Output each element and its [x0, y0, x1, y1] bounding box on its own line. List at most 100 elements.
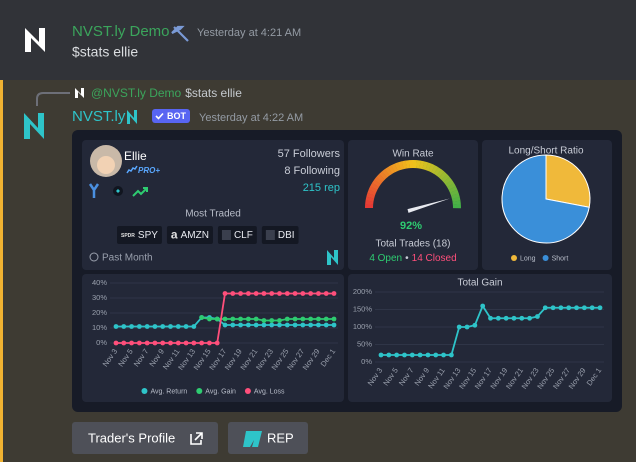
gauge-needle — [407, 198, 450, 213]
reply: @NVST.ly Demo $stats ellie — [91, 86, 242, 100]
logo — [25, 28, 45, 52]
gauge-arc — [448, 186, 458, 193]
series-point — [230, 322, 236, 328]
series-point — [261, 318, 267, 323]
gauge-arc — [441, 174, 450, 183]
series-point — [323, 291, 329, 296]
series-point — [160, 324, 166, 329]
series-point — [214, 340, 220, 346]
y-tick-label: 10% — [92, 323, 107, 332]
gauge-arc — [379, 171, 388, 180]
gauge-arc — [365, 196, 375, 202]
series-point — [316, 291, 321, 296]
series-point — [535, 314, 540, 319]
series-point — [331, 291, 337, 296]
total-trades: Total Trades (18) — [375, 239, 450, 250]
button-label[interactable]: Trader's Profile — [88, 430, 175, 445]
check — [155, 112, 164, 120]
series-point — [542, 305, 548, 311]
message-text: $stats ellie — [72, 44, 138, 60]
series-point — [261, 291, 267, 296]
series-point — [511, 315, 517, 321]
rep-icon — [243, 431, 262, 447]
reply-connector — [36, 92, 70, 106]
series-point — [417, 352, 423, 358]
ticker-symbol: CLF — [234, 230, 253, 241]
rep: 215 rep — [303, 182, 340, 194]
chart-title: Total Gain — [457, 278, 502, 289]
series-point — [222, 322, 228, 328]
series-point — [191, 340, 197, 346]
series-point — [308, 322, 314, 328]
gauge-arc — [366, 192, 376, 199]
series-point — [589, 305, 595, 311]
series-point — [527, 315, 533, 321]
series-point — [129, 340, 134, 346]
series-point — [168, 324, 173, 329]
series-point — [581, 305, 587, 311]
series-point — [113, 324, 119, 329]
legend-label: Avg. Return — [150, 388, 187, 395]
trend-icon — [132, 187, 148, 197]
gauge-arc — [451, 193, 460, 199]
series-point — [394, 352, 400, 358]
series-point — [277, 318, 282, 323]
y-tick-label: 0% — [361, 357, 372, 366]
series-point — [378, 352, 384, 358]
bot-badge — [152, 109, 190, 123]
rep-button[interactable]: REP — [228, 422, 308, 454]
closed: 14 Closed — [412, 253, 457, 264]
author: NVST.ly Demo — [72, 23, 170, 40]
reply-icon — [75, 88, 84, 98]
win-rate-panel — [348, 140, 478, 270]
legend-marker — [244, 388, 251, 394]
user-name: Ellie — [124, 149, 147, 163]
open-closed: 4 Open • 14 Closed — [369, 253, 456, 264]
legend-label: Long — [520, 255, 536, 262]
series-point — [238, 291, 243, 296]
series-point — [331, 316, 337, 322]
series-point — [207, 340, 212, 346]
gauge — [365, 160, 461, 213]
gauge-arc — [370, 182, 379, 190]
profile-button[interactable]: Trader's Profile — [72, 422, 218, 454]
button-bg[interactable] — [72, 422, 218, 454]
gauge-arc — [367, 189, 377, 196]
series-point — [160, 340, 166, 346]
timestamp: Yesterday at 4:21 AM — [197, 27, 301, 39]
y-tick-label: 0% — [96, 338, 107, 347]
timestamp: Yesterday at 4:22 AM — [199, 112, 303, 124]
pie: Long Short — [501, 154, 591, 262]
series-point — [183, 324, 189, 329]
series-point — [144, 324, 150, 329]
gauge-arc — [394, 162, 401, 172]
series-point — [136, 324, 142, 329]
gauge-arc — [419, 160, 425, 170]
ticker-symbol: DBI — [278, 230, 295, 241]
series-point — [495, 315, 501, 321]
gauge-arc — [376, 173, 385, 183]
chart-title: Long/Short Ratio — [508, 146, 583, 157]
series-point — [300, 291, 306, 296]
series-point — [284, 291, 290, 296]
series-point — [238, 316, 243, 322]
gauge-arc — [422, 161, 429, 171]
y-tick-label: 200% — [353, 287, 373, 296]
series-point — [199, 340, 205, 346]
series-point — [456, 324, 462, 330]
series-point — [199, 315, 205, 320]
ticker-chip — [117, 226, 162, 244]
pie-slice — [501, 154, 590, 244]
gauge-arc — [445, 179, 455, 188]
series-point — [480, 303, 486, 309]
gauge-arc — [433, 167, 442, 176]
series-point — [323, 316, 329, 322]
y-tick-label: 30% — [92, 293, 107, 302]
ticker-symbol: AMZN — [181, 230, 209, 241]
series-point — [550, 305, 556, 311]
series-point — [175, 340, 181, 346]
button-label[interactable]: REP — [267, 430, 294, 445]
series-point — [168, 340, 173, 346]
